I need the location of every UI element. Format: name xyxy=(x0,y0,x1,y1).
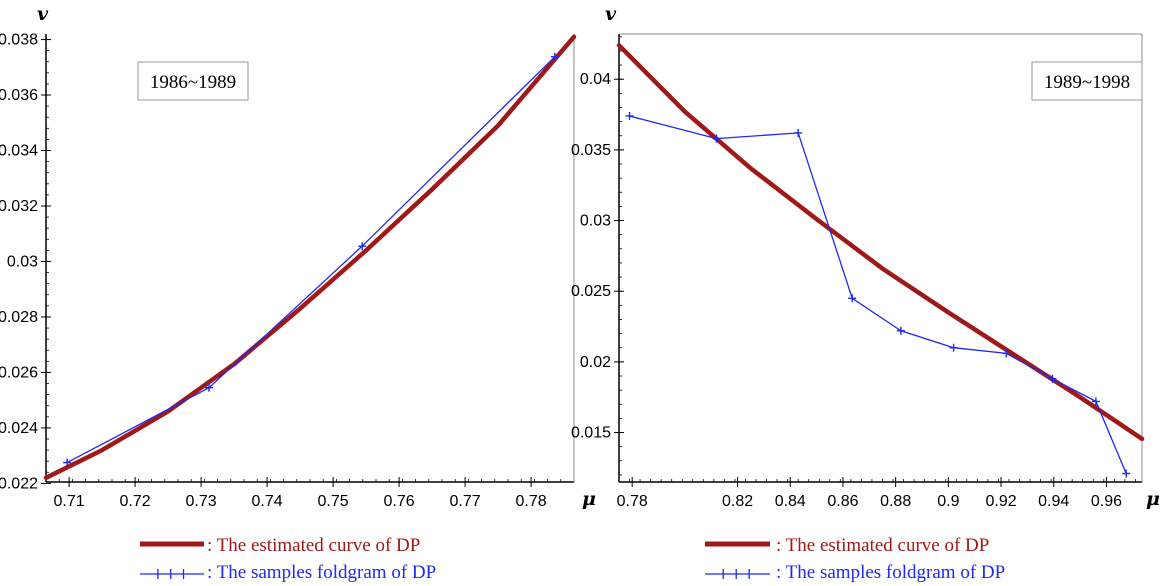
x-tick-label: 0.84 xyxy=(775,493,806,510)
legend-estimated-label: : The estimated curve of DP xyxy=(776,535,989,556)
legend-samples-label: : The samples foldgram of DP xyxy=(776,562,1005,583)
x-tick-label: 0.74 xyxy=(252,493,283,510)
y-tick-label: 0.03 xyxy=(7,253,38,270)
legend-samples-swatch xyxy=(140,569,204,579)
sample-point xyxy=(794,128,803,137)
legend-estimated-label: : The estimated curve of DP xyxy=(207,535,420,556)
sample-point xyxy=(358,242,367,251)
sample-point xyxy=(1122,469,1131,478)
y-tick-label: 0.04 xyxy=(580,71,611,88)
sample-point xyxy=(1048,374,1057,383)
y-tick-label: 0.022 xyxy=(0,475,38,492)
legend-samples-swatch xyxy=(705,569,770,579)
x-tick-label: 0.77 xyxy=(450,493,481,510)
period-label: 1986~1989 xyxy=(150,72,236,93)
period-label: 1989~1998 xyxy=(1044,72,1130,93)
x-tick-label: 0.78 xyxy=(617,493,648,510)
x-tick-label: 0.9 xyxy=(937,493,959,510)
sample-point xyxy=(550,52,559,61)
x-tick-label: 0.75 xyxy=(318,493,349,510)
y-axis-label: v xyxy=(37,3,49,25)
x-tick-label: 0.73 xyxy=(186,493,217,510)
right-legend: : The estimated curve of DP : The sample… xyxy=(705,535,1005,583)
y-tick-label: 0.035 xyxy=(571,142,611,159)
y-tick-label: 0.032 xyxy=(0,198,38,215)
y-tick-label: 0.03 xyxy=(580,213,611,230)
legend-samples-label: : The samples foldgram of DP xyxy=(207,562,436,583)
right-panel: 0.015 0.02 0.025 0.03 0.035 0.04 0.78 0.82 0.84 0… xyxy=(571,3,1160,510)
x-tick-label: 0.78 xyxy=(516,493,547,510)
y-tick-label: 0.025 xyxy=(571,283,611,300)
x-tick-label: 0.82 xyxy=(722,493,753,510)
left-panel: 0.022 0.024 0.026 0.028 0.03 0.032 0.034 0.036 0… xyxy=(0,3,596,510)
samples-foldgram-line xyxy=(66,56,556,464)
x-tick-label: 0.92 xyxy=(985,493,1016,510)
left-legend: : The estimated curve of DP : The sample… xyxy=(140,535,436,583)
y-axis-label: v xyxy=(605,3,617,25)
sample-point xyxy=(205,383,214,392)
sample-point xyxy=(712,134,721,143)
x-axis-label: μ xyxy=(582,488,596,510)
estimated-curve xyxy=(43,34,577,481)
x-tick-label: 0.88 xyxy=(880,493,911,510)
sample-point xyxy=(848,294,857,303)
y-tick-label: 0.038 xyxy=(0,32,38,49)
sample-point xyxy=(1091,397,1100,406)
y-tick-label: 0.024 xyxy=(0,420,38,437)
x-tick-label: 0.72 xyxy=(120,493,151,510)
x-tick-label: 0.71 xyxy=(54,493,85,510)
sample-point xyxy=(63,458,72,467)
y-tick-label: 0.015 xyxy=(571,425,611,442)
estimated-curve xyxy=(616,43,1145,442)
period-box xyxy=(1031,61,1143,101)
x-axis-label: μ xyxy=(1146,488,1160,510)
x-tick-label: 0.96 xyxy=(1091,493,1122,510)
x-tick-label: 0.76 xyxy=(384,493,415,510)
period-box xyxy=(137,61,249,101)
x-tick-label: 0.94 xyxy=(1038,493,1069,510)
samples-foldgram-line xyxy=(629,115,1127,474)
y-tick-label: 0.036 xyxy=(0,87,38,104)
y-tick-label: 0.034 xyxy=(0,143,38,160)
sample-point xyxy=(625,111,634,120)
x-tick-label: 0.86 xyxy=(827,493,858,510)
sample-point xyxy=(1002,349,1011,358)
sample-point xyxy=(949,343,958,352)
y-tick-label: 0.028 xyxy=(0,309,38,326)
sample-point xyxy=(896,326,905,335)
y-tick-label: 0.026 xyxy=(0,364,38,381)
y-tick-label: 0.02 xyxy=(580,354,611,371)
